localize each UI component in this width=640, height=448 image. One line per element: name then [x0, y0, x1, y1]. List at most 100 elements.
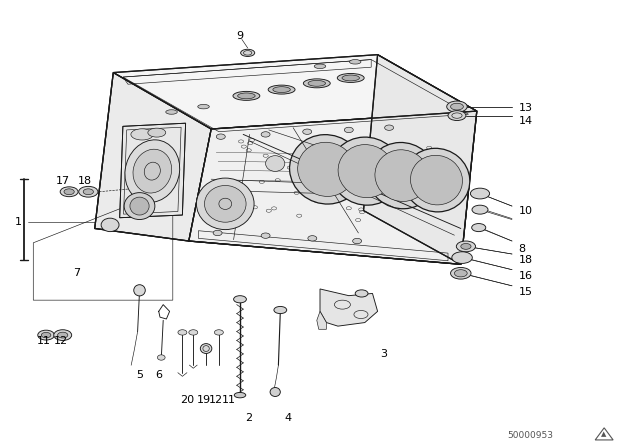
Ellipse shape [204, 185, 246, 222]
Polygon shape [113, 55, 477, 129]
Ellipse shape [41, 332, 51, 338]
Ellipse shape [189, 330, 198, 335]
Text: 15: 15 [518, 287, 532, 297]
Ellipse shape [308, 81, 326, 86]
Ellipse shape [472, 205, 488, 214]
Ellipse shape [385, 125, 394, 130]
Ellipse shape [198, 104, 209, 109]
Text: 50000953: 50000953 [507, 431, 553, 440]
Ellipse shape [273, 86, 291, 92]
Polygon shape [95, 73, 211, 241]
Ellipse shape [131, 129, 154, 140]
Ellipse shape [261, 132, 270, 137]
Ellipse shape [266, 156, 285, 171]
Text: 3: 3 [381, 349, 387, 359]
Ellipse shape [456, 241, 476, 252]
Text: 8: 8 [518, 244, 525, 254]
Text: 17: 17 [56, 177, 70, 186]
Ellipse shape [79, 186, 98, 197]
Ellipse shape [454, 270, 467, 277]
Ellipse shape [148, 128, 166, 137]
Ellipse shape [38, 330, 54, 340]
Ellipse shape [64, 189, 74, 194]
Text: 10: 10 [518, 206, 532, 215]
Ellipse shape [233, 91, 260, 100]
Text: 5: 5 [136, 370, 143, 380]
Polygon shape [320, 289, 378, 326]
Ellipse shape [470, 188, 490, 199]
Ellipse shape [367, 142, 436, 209]
Ellipse shape [213, 230, 222, 236]
Text: 12: 12 [209, 395, 223, 405]
Text: 16: 16 [518, 271, 532, 280]
Ellipse shape [134, 285, 145, 296]
Ellipse shape [216, 134, 225, 139]
Ellipse shape [461, 244, 471, 249]
Ellipse shape [125, 140, 180, 202]
Ellipse shape [330, 137, 402, 205]
Ellipse shape [196, 178, 254, 229]
Ellipse shape [261, 233, 270, 238]
Text: 11: 11 [36, 336, 51, 346]
Ellipse shape [133, 149, 172, 193]
Ellipse shape [178, 330, 187, 335]
Ellipse shape [403, 148, 470, 212]
Ellipse shape [349, 60, 361, 64]
Polygon shape [189, 111, 477, 264]
Ellipse shape [130, 197, 149, 215]
Ellipse shape [410, 155, 463, 205]
Text: 11: 11 [222, 395, 236, 405]
Ellipse shape [355, 290, 368, 297]
Ellipse shape [270, 388, 280, 396]
Ellipse shape [58, 332, 68, 338]
Text: 1: 1 [15, 217, 21, 227]
Text: 13: 13 [518, 103, 532, 112]
Ellipse shape [83, 189, 93, 194]
Text: 4: 4 [284, 413, 292, 422]
Ellipse shape [337, 73, 364, 82]
Ellipse shape [214, 330, 223, 335]
Ellipse shape [234, 392, 246, 398]
Ellipse shape [60, 187, 78, 197]
Ellipse shape [448, 111, 466, 121]
Ellipse shape [124, 193, 155, 220]
Ellipse shape [447, 101, 467, 112]
Polygon shape [120, 123, 186, 218]
Text: 18: 18 [518, 255, 532, 265]
Text: 19: 19 [196, 395, 211, 405]
Ellipse shape [303, 129, 312, 134]
Ellipse shape [308, 236, 317, 241]
Ellipse shape [241, 49, 255, 56]
Ellipse shape [237, 93, 255, 99]
Text: 6: 6 [156, 370, 162, 380]
Ellipse shape [314, 64, 326, 69]
Text: 7: 7 [73, 268, 81, 278]
Ellipse shape [54, 330, 72, 340]
Ellipse shape [234, 296, 246, 303]
Ellipse shape [157, 355, 165, 360]
Text: 12: 12 [54, 336, 68, 346]
Polygon shape [364, 55, 477, 264]
Ellipse shape [274, 306, 287, 314]
Ellipse shape [452, 252, 472, 263]
Text: 14: 14 [518, 116, 532, 126]
Text: ▲: ▲ [602, 431, 607, 438]
Polygon shape [317, 311, 326, 329]
Ellipse shape [472, 224, 486, 232]
Text: 18: 18 [77, 177, 92, 186]
Ellipse shape [200, 344, 212, 353]
Text: 2: 2 [244, 413, 252, 422]
Ellipse shape [451, 267, 471, 279]
Ellipse shape [342, 75, 360, 81]
Ellipse shape [101, 218, 119, 232]
Ellipse shape [166, 110, 177, 114]
Ellipse shape [375, 150, 429, 202]
Ellipse shape [344, 127, 353, 133]
Ellipse shape [268, 85, 295, 94]
Text: 9: 9 [236, 31, 244, 41]
Ellipse shape [338, 145, 394, 198]
Ellipse shape [303, 79, 330, 88]
Ellipse shape [451, 103, 463, 110]
Ellipse shape [289, 135, 364, 204]
Ellipse shape [298, 142, 355, 196]
